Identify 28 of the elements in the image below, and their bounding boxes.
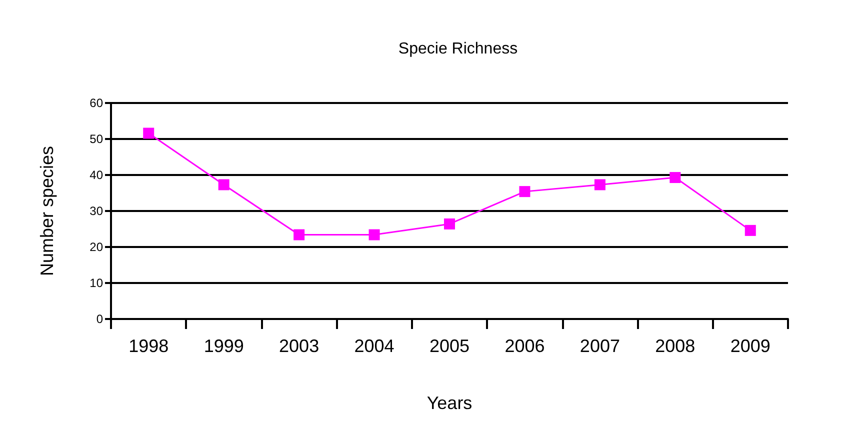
- y-tick-label: 0: [96, 312, 104, 326]
- x-tick-label: 2003: [279, 336, 320, 356]
- point: [218, 179, 230, 190]
- x-axis-title: Years: [426, 393, 472, 413]
- x-tick-label: 2004: [354, 336, 394, 356]
- point: [594, 179, 606, 190]
- x-tick-label: 1998: [128, 336, 169, 356]
- point: [519, 186, 530, 198]
- y-tick-label: 40: [90, 168, 104, 182]
- x-tick-label: 2006: [504, 336, 545, 356]
- x-tick-label: 1999: [204, 336, 244, 356]
- point: [143, 128, 154, 139]
- x-tick-label: 2007: [580, 336, 620, 356]
- y-tick-label: 10: [90, 276, 104, 290]
- y-tick-label: 30: [90, 204, 104, 218]
- point: [294, 229, 305, 240]
- x-tick-label: 2005: [429, 336, 470, 356]
- point: [744, 224, 756, 236]
- y-tick-label: 20: [90, 240, 104, 254]
- point: [670, 172, 681, 184]
- point: [368, 229, 380, 240]
- y-tick-label: 60: [90, 96, 104, 110]
- y-tick-label: 50: [90, 132, 104, 146]
- x-tick-label: 2009: [730, 336, 770, 356]
- chart-title: Specie Richness: [398, 40, 518, 58]
- point: [444, 218, 455, 230]
- x-tick-label: 2008: [655, 336, 696, 356]
- y-axis-title: Number species: [37, 146, 57, 276]
